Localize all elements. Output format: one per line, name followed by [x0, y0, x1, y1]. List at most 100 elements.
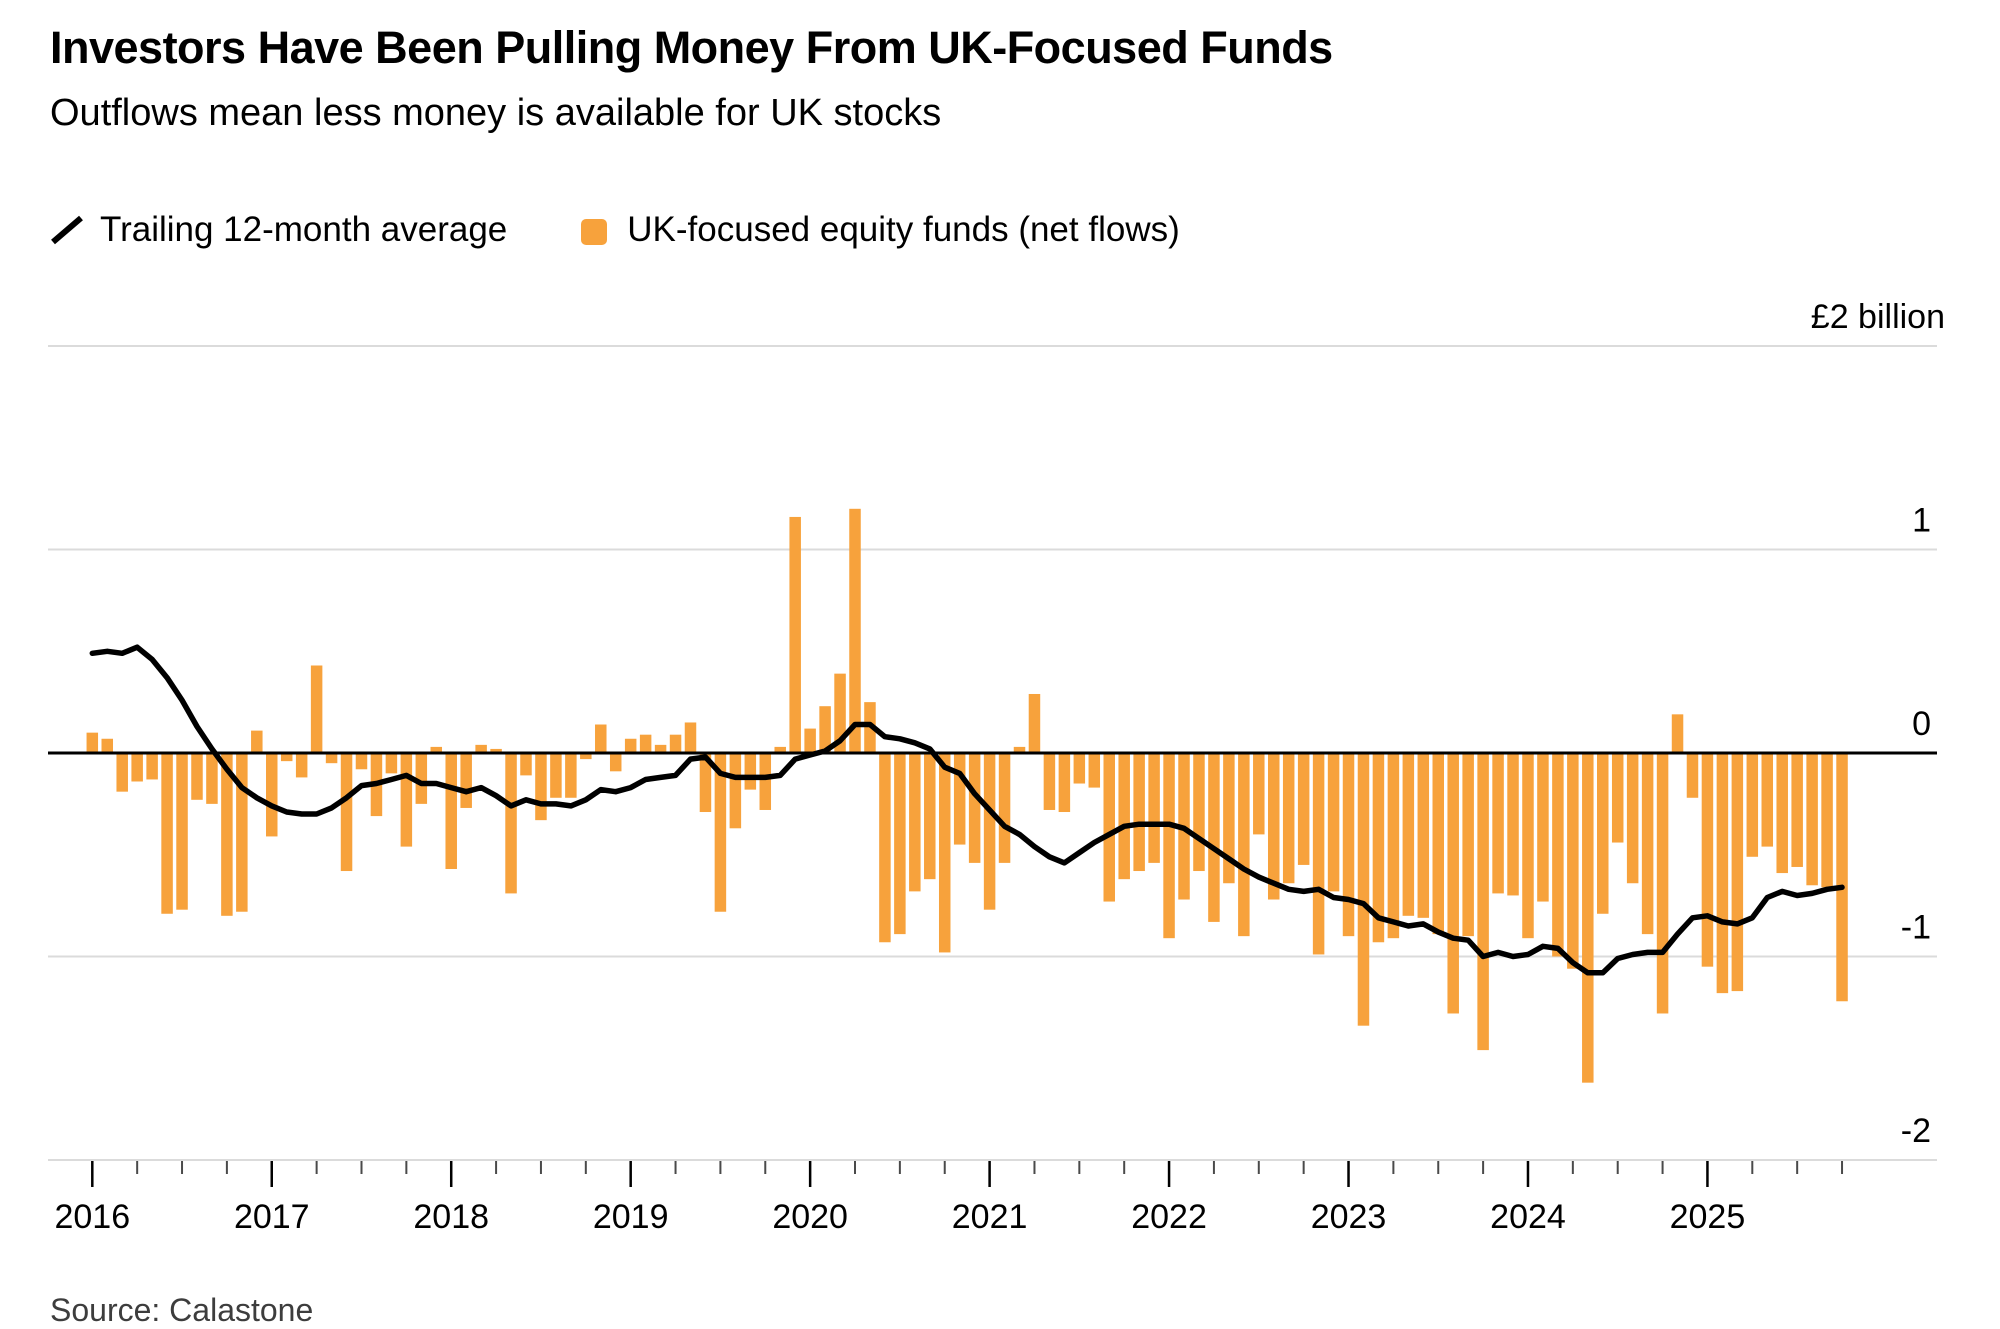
bar	[1208, 753, 1220, 922]
bar	[1582, 753, 1594, 1083]
bar	[1432, 753, 1444, 935]
bar	[1133, 753, 1145, 872]
bar	[1267, 753, 1280, 900]
bar	[1567, 753, 1579, 969]
bar	[894, 753, 906, 935]
x-tick-label: 2016	[54, 1198, 130, 1236]
bar	[1103, 753, 1115, 902]
bar	[460, 753, 472, 808]
bar	[1791, 753, 1803, 867]
bar	[550, 753, 562, 798]
bar	[1611, 753, 1624, 843]
bar	[1312, 753, 1325, 955]
bar	[161, 753, 173, 914]
bar	[1836, 753, 1848, 1002]
bar	[998, 753, 1011, 863]
bar	[1641, 753, 1654, 935]
y-tick-label: -1	[1901, 909, 1931, 947]
bar	[744, 753, 757, 790]
bar	[340, 753, 353, 872]
bar	[714, 753, 727, 912]
bar	[1552, 753, 1564, 957]
bar	[1118, 753, 1130, 880]
bar	[505, 753, 517, 894]
bar	[1746, 753, 1759, 857]
source-note: Source: Calastone	[50, 1292, 314, 1328]
bar	[176, 753, 188, 910]
bar	[1671, 714, 1684, 753]
bar	[1537, 753, 1549, 902]
bar	[1522, 753, 1534, 939]
bar	[879, 753, 891, 943]
bar	[325, 753, 338, 764]
bar	[1716, 753, 1729, 994]
bar	[819, 706, 831, 753]
bar	[266, 753, 278, 837]
bar	[1193, 753, 1205, 872]
bar	[86, 732, 99, 753]
bar	[759, 753, 772, 810]
bar	[1626, 753, 1639, 884]
chart-subtitle: Outflows mean less money is available fo…	[50, 92, 942, 134]
bar	[355, 753, 368, 770]
bar	[221, 753, 233, 916]
bar	[1073, 753, 1086, 784]
bar	[849, 508, 861, 753]
bar	[924, 753, 936, 880]
y-tick-label: 1	[1912, 502, 1931, 540]
bar-series-icon	[581, 219, 608, 245]
x-tick-label: 2019	[593, 1198, 669, 1236]
x-tick-label: 2024	[1490, 1198, 1566, 1236]
bar	[1163, 753, 1175, 939]
bar	[535, 753, 547, 821]
bar	[669, 734, 682, 753]
bar	[1776, 753, 1788, 874]
bar	[1253, 753, 1265, 835]
y-tick-label: 0	[1912, 705, 1931, 743]
bar	[1806, 753, 1818, 886]
bar	[1342, 753, 1355, 937]
bar	[1597, 753, 1609, 914]
bar	[520, 753, 532, 776]
line-series-icon	[51, 215, 83, 245]
legend-label-average: Trailing 12-month average	[100, 210, 508, 249]
bar	[445, 753, 457, 869]
bar	[280, 753, 293, 762]
bar	[699, 753, 712, 813]
bar	[1821, 753, 1833, 888]
bar	[1701, 753, 1714, 967]
bar	[580, 753, 592, 760]
bar	[1223, 753, 1235, 884]
bar	[1387, 753, 1400, 939]
bar	[609, 753, 622, 772]
average-line	[89, 644, 1845, 976]
bar	[475, 744, 487, 753]
bar	[938, 753, 951, 953]
bar	[385, 753, 398, 774]
legend-item-average: Trailing 12-month average	[50, 210, 507, 250]
bar	[1477, 753, 1489, 1051]
bar	[1043, 753, 1056, 810]
bar	[1417, 753, 1430, 918]
bar	[1238, 753, 1250, 937]
bar	[116, 753, 128, 792]
bar	[251, 730, 263, 753]
bar	[1058, 753, 1071, 813]
bar	[1088, 753, 1101, 788]
bar	[1731, 753, 1744, 992]
bar	[639, 734, 652, 753]
bar	[595, 724, 607, 753]
bar	[191, 753, 203, 800]
y-axis-unit-label: £2 billion	[1811, 298, 1945, 336]
bar	[983, 753, 996, 910]
bar	[804, 728, 816, 753]
legend-item-netflows: UK-focused equity funds (net flows)	[577, 210, 1180, 250]
bar	[1372, 753, 1385, 943]
bar	[206, 753, 218, 804]
bar	[236, 753, 248, 912]
x-tick-label: 2023	[1311, 1198, 1387, 1236]
bar	[1028, 693, 1041, 753]
bar	[400, 753, 413, 847]
bar	[1357, 753, 1370, 1026]
bar	[789, 516, 801, 753]
